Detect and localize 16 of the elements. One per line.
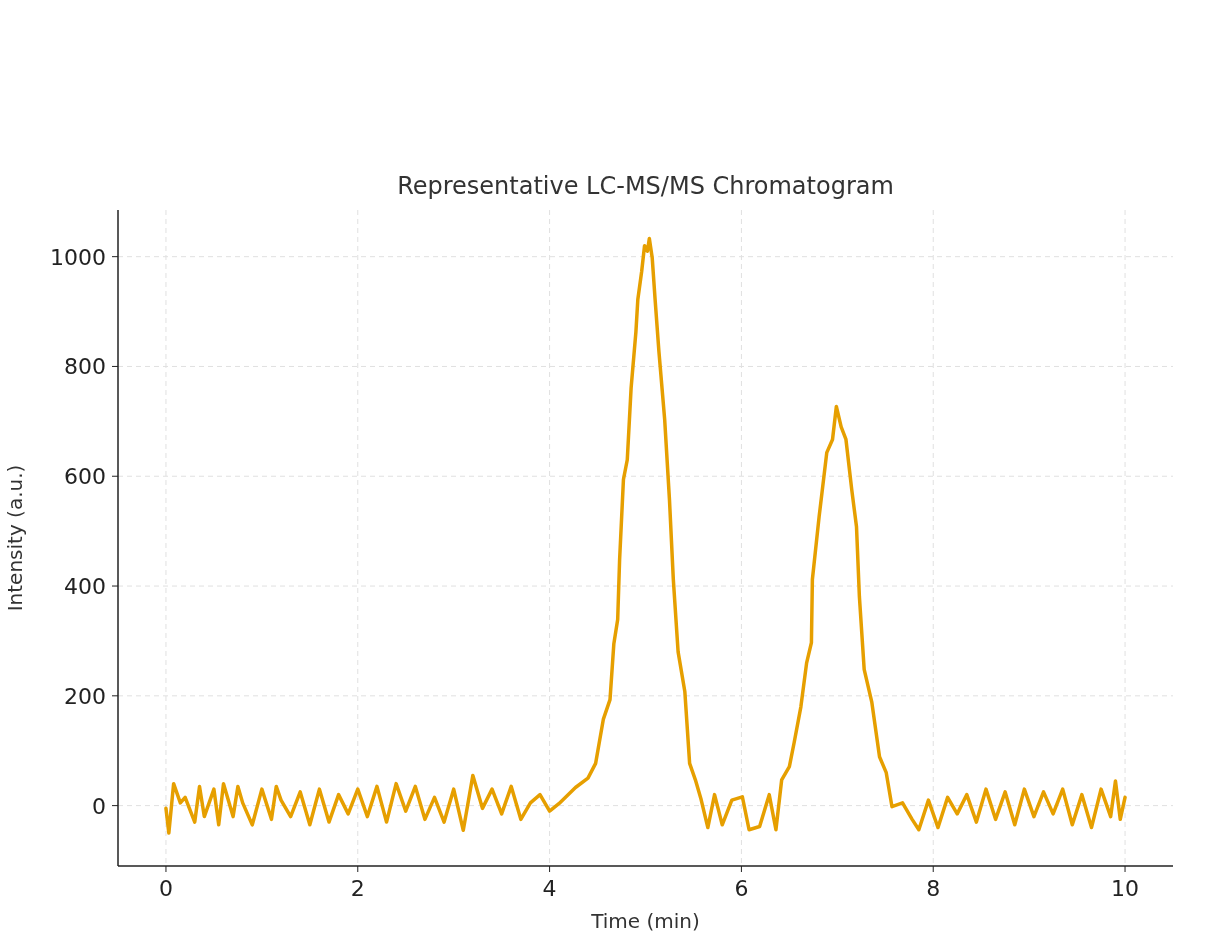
x-tick-label: 6 bbox=[734, 876, 749, 901]
x-tick-label: 8 bbox=[926, 876, 941, 901]
x-axis-title: Time (min) bbox=[590, 909, 700, 933]
y-tick-label: 800 bbox=[64, 354, 106, 380]
y-tick-label: 600 bbox=[64, 464, 106, 490]
x-tick-label: 0 bbox=[158, 876, 173, 901]
y-axis-title: Intensity (a.u.) bbox=[3, 464, 27, 612]
chart-title: Representative LC-MS/MS Chromatogram bbox=[397, 172, 894, 200]
x-tick-label: 2 bbox=[350, 876, 365, 901]
y-tick-label: 1000 bbox=[50, 244, 106, 270]
y-tick-label: 0 bbox=[92, 793, 106, 819]
x-tick-label: 10 bbox=[1111, 876, 1140, 901]
x-tick-label: 4 bbox=[542, 876, 557, 901]
y-tick-label: 400 bbox=[64, 574, 106, 600]
line-series bbox=[164, 236, 1127, 835]
y-tick-label: 200 bbox=[64, 683, 106, 709]
